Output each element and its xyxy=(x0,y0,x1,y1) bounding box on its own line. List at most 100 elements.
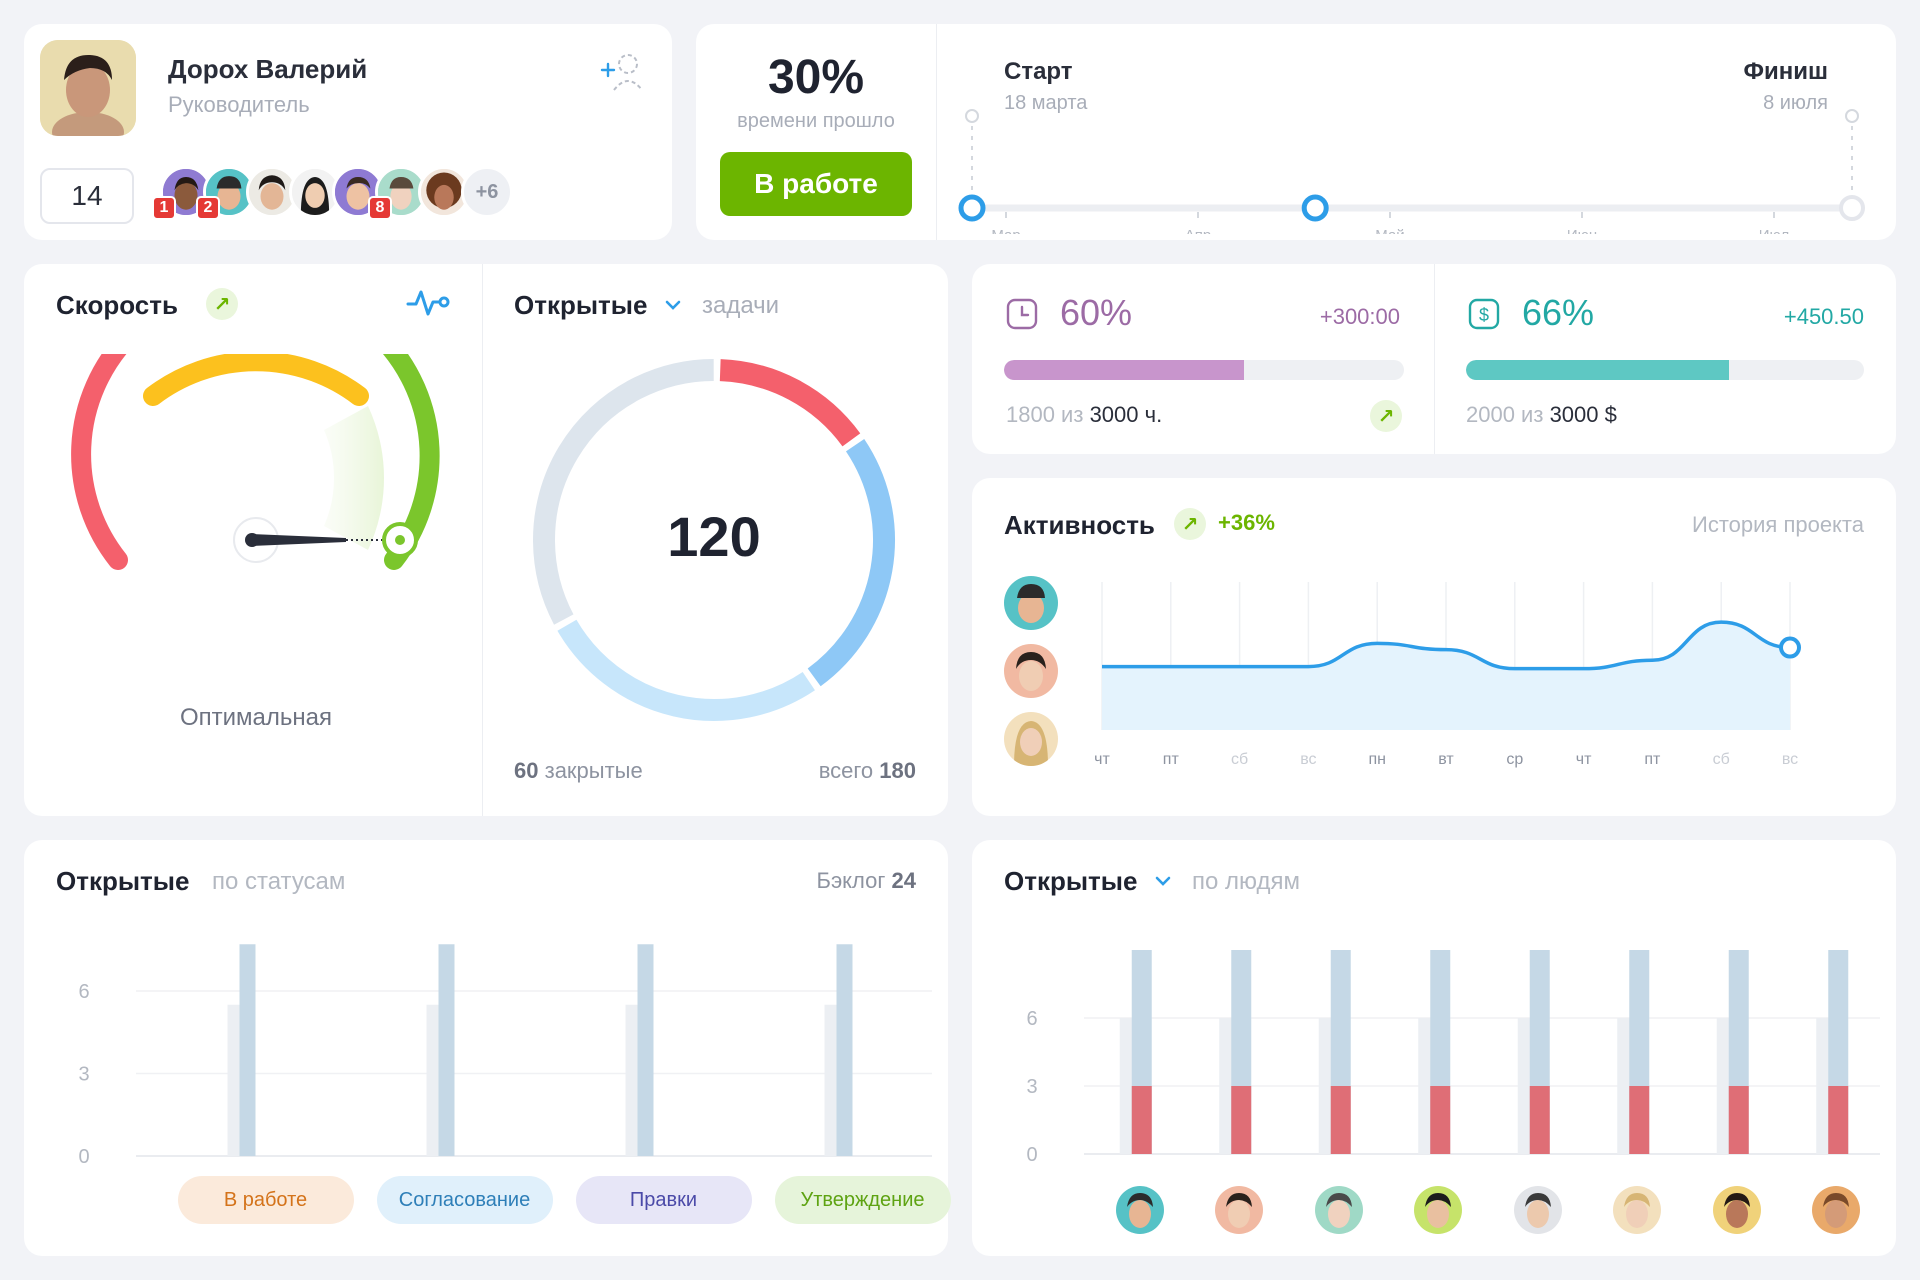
person-avatar[interactable] xyxy=(1314,1186,1363,1234)
timeline-month-label: Мар xyxy=(991,227,1020,234)
time-caption: времени прошло xyxy=(737,110,895,132)
bar[interactable] xyxy=(239,944,256,1156)
start-label: Старт xyxy=(1004,58,1073,85)
hours-total: 3000 ч. xyxy=(1089,402,1163,427)
backlog-value: 24 xyxy=(891,868,916,893)
bar-segment[interactable] xyxy=(1629,1086,1650,1154)
bar-segment[interactable] xyxy=(1828,1086,1849,1154)
tasks-donut xyxy=(533,359,895,721)
y-tick-label: 0 xyxy=(78,1146,89,1166)
activity-avatar[interactable] xyxy=(1004,576,1058,630)
bar[interactable] xyxy=(637,944,654,1156)
hours-percent: 60% xyxy=(1060,292,1133,333)
timeline-month-label: Июл xyxy=(1759,227,1789,234)
people-chart-dropdown[interactable] xyxy=(1152,870,1174,892)
card-divider xyxy=(482,264,483,816)
closed-number: 60 xyxy=(514,758,539,783)
status-pill[interactable]: Правки xyxy=(575,1176,752,1224)
add-user-icon xyxy=(600,54,643,91)
activity-delta: +36% xyxy=(1218,510,1275,535)
money-done: 2000 из xyxy=(1466,402,1544,427)
team-avatars[interactable]: 1 2 8 +6 xyxy=(152,166,560,222)
bar-segment[interactable] xyxy=(1231,1086,1252,1154)
y-tick-label: 6 xyxy=(1026,1008,1037,1030)
y-tick-label: 3 xyxy=(78,1064,89,1086)
status-pill[interactable]: Согласование xyxy=(376,1176,553,1224)
chevron-down-icon xyxy=(1155,876,1171,886)
team-avatar-photo xyxy=(378,169,424,215)
activity-avatar[interactable] xyxy=(1004,644,1058,698)
person-avatar[interactable] xyxy=(1414,1186,1463,1234)
donut-segment xyxy=(807,439,895,687)
activity-day-label: пт xyxy=(1163,751,1180,768)
finish-date: 8 июля xyxy=(1763,92,1828,114)
status-button[interactable]: В работе xyxy=(720,152,912,216)
total-label: всего xyxy=(818,758,874,783)
bar[interactable] xyxy=(438,944,455,1156)
bar-segment[interactable] xyxy=(1131,1086,1152,1154)
team-avatar-photo xyxy=(292,169,338,215)
status-pill[interactable]: В работе xyxy=(177,1176,354,1224)
activity-day-label: пт xyxy=(1644,751,1661,768)
person-avatar[interactable] xyxy=(1115,1186,1164,1234)
time-percent: 30% xyxy=(767,51,865,104)
activity-day-label: чт xyxy=(1576,751,1592,768)
person-avatar[interactable] xyxy=(1613,1186,1662,1234)
hours-progress-fill xyxy=(1004,360,1244,380)
chevron-down-icon xyxy=(665,300,681,310)
y-tick-label: 3 xyxy=(1026,1076,1037,1098)
person-avatar[interactable] xyxy=(1215,1186,1264,1234)
speed-gauge xyxy=(71,354,440,570)
people-chart-card: Открытые по людям 6 3 0 xyxy=(972,840,1896,1256)
timeline-month-label: Апр xyxy=(1185,227,1211,234)
activity-day-label: чт xyxy=(1094,751,1110,768)
status-pill[interactable]: Утверждение xyxy=(774,1176,951,1224)
trend-up-icon: ↗ xyxy=(206,288,238,320)
pulse-icon[interactable] xyxy=(406,286,450,320)
bar-segment[interactable] xyxy=(1728,1086,1749,1154)
team-avatar[interactable] xyxy=(203,166,255,218)
activity-day-label: ср xyxy=(1506,751,1523,768)
money-summary: 2000 из 3000 $ xyxy=(1466,402,1617,428)
donut-center-value: 120 xyxy=(667,505,761,568)
manager-name: Дорох Валерий xyxy=(168,54,368,84)
add-member-button[interactable] xyxy=(594,46,650,96)
manager-photo xyxy=(40,40,136,136)
activity-day-label: вс xyxy=(1300,751,1316,768)
activity-end-point[interactable] xyxy=(1779,636,1801,659)
activity-day-label: сб xyxy=(1231,751,1248,768)
money-percent: 66% xyxy=(1522,292,1595,333)
task-count: 14 xyxy=(71,180,103,211)
bar-segment[interactable] xyxy=(1330,1086,1351,1154)
open-tasks-dropdown[interactable] xyxy=(662,294,684,316)
timeline-card: 30% времени прошло В работе Старт 18 мар… xyxy=(696,24,1896,240)
task-count-box[interactable]: 14 xyxy=(40,168,134,224)
timeline-track[interactable]: Мар Апр Май Июн Июл xyxy=(956,84,1876,234)
person-avatar[interactable] xyxy=(1812,1186,1861,1234)
person-avatar[interactable] xyxy=(1513,1186,1562,1234)
trend-up-icon: ↗ xyxy=(1174,508,1206,540)
card-divider xyxy=(1434,264,1435,454)
activity-card: Активность ↗ +36% История проекта чт пт сб… xyxy=(972,478,1896,816)
bar[interactable] xyxy=(836,944,853,1156)
bar-segment[interactable] xyxy=(1430,1086,1451,1154)
more-members-button[interactable]: +6 xyxy=(461,166,513,218)
avatar-photo xyxy=(1004,644,1058,698)
activity-day-label: вс xyxy=(1782,751,1798,768)
person-avatar[interactable] xyxy=(1712,1186,1761,1234)
activity-title: Активность xyxy=(1004,510,1155,540)
activity-avatar[interactable] xyxy=(1004,712,1058,766)
activity-area xyxy=(1102,622,1790,730)
hours-progress-track xyxy=(1004,360,1404,380)
project-history-link[interactable]: История проекта xyxy=(1692,512,1864,537)
backlog-label: Бэклог xyxy=(816,868,886,893)
status-chart-card: Открытые по статусам Бэклог 24 6 3 0 В раб… xyxy=(24,840,951,1256)
closed-count: 60 закрытые xyxy=(514,758,643,784)
money-progress-fill xyxy=(1466,360,1729,380)
status-chart-subtitle: по статусам xyxy=(212,868,346,895)
bar-segment[interactable] xyxy=(1529,1086,1550,1154)
notification-badge: 8 xyxy=(368,196,392,220)
open-tasks-subtitle: задачи xyxy=(702,292,780,319)
manager-avatar[interactable] xyxy=(40,40,136,136)
manager-role: Руководитель xyxy=(168,92,310,117)
